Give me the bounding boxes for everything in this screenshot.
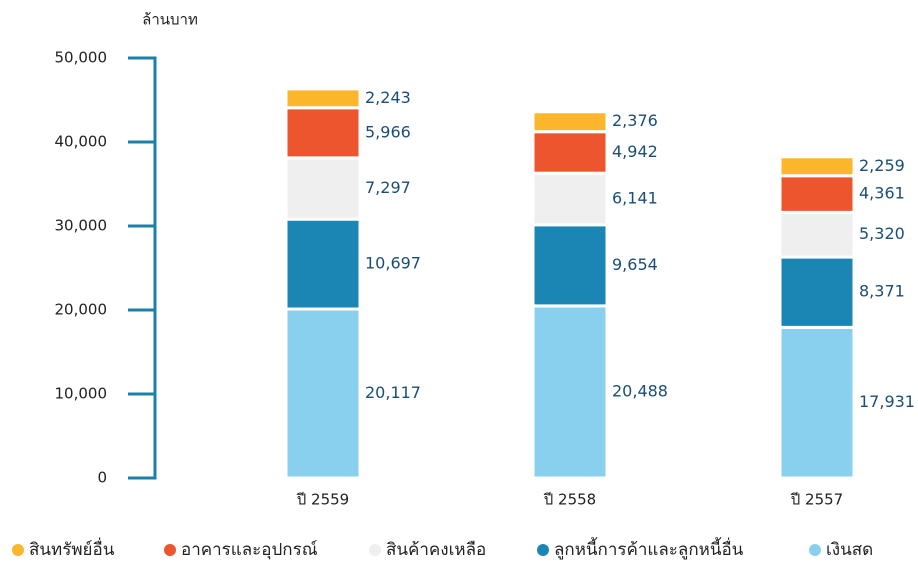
- y-tick-label: 0: [97, 469, 107, 487]
- y-tick-label: 30,000: [55, 217, 108, 235]
- y-axis-label: ล้านบาท: [142, 11, 198, 29]
- legend-label: ลูกหนี้การค้าและลูกหนี้อื่น: [554, 537, 744, 560]
- value-label: 10,697: [365, 254, 421, 273]
- y-tick-label: 50,000: [55, 49, 108, 67]
- legend-label: เงินสด: [826, 540, 873, 560]
- bar-segment: [284, 106, 362, 160]
- y-tick-label: 40,000: [55, 133, 108, 151]
- bar-segment: [778, 210, 856, 259]
- legend-marker: [537, 544, 549, 556]
- legend-label: สินค้าคงเหลือ: [386, 540, 486, 560]
- value-label: 8,371: [859, 282, 905, 301]
- value-label: 9,654: [612, 255, 658, 274]
- value-label: 17,931: [859, 392, 915, 411]
- bar-segment: [778, 255, 856, 329]
- bar-segment: [778, 174, 856, 214]
- y-tick-label: 20,000: [55, 301, 108, 319]
- x-tick-label: ปี 2558: [543, 491, 596, 509]
- x-tick-label: ปี 2557: [790, 491, 843, 509]
- legend-marker: [12, 544, 24, 556]
- bar-segment: [531, 130, 609, 175]
- bar-segment: [778, 325, 856, 480]
- value-label: 7,297: [365, 178, 411, 197]
- value-label: 5,966: [365, 122, 411, 141]
- legend-marker: [369, 544, 381, 556]
- bar-segment: [531, 223, 609, 308]
- value-label: 20,488: [612, 381, 668, 400]
- bar-segment: [531, 171, 609, 227]
- legend-label: สินทรัพย์อื่น: [29, 537, 115, 560]
- legend-marker: [809, 544, 821, 556]
- legend-label: อาคารและอุปกรณ์: [181, 540, 318, 560]
- bar-segment: [284, 217, 362, 311]
- value-label: 6,141: [612, 189, 658, 208]
- x-tick-label: ปี 2559: [296, 491, 349, 509]
- value-label: 4,942: [612, 142, 658, 161]
- value-label: 2,259: [859, 156, 905, 175]
- bar-segment: [284, 156, 362, 221]
- value-label: 4,361: [859, 184, 905, 203]
- bar-segment: [284, 307, 362, 480]
- value-label: 2,376: [612, 111, 658, 130]
- bar-segment: [531, 110, 609, 134]
- value-label: 20,117: [365, 383, 421, 402]
- value-label: 5,320: [859, 224, 905, 243]
- bar-segment: [284, 87, 362, 110]
- legend-marker: [164, 544, 176, 556]
- value-label: 2,243: [365, 88, 411, 107]
- y-tick-label: 10,000: [55, 385, 108, 403]
- bar-segment: [531, 304, 609, 480]
- bar-segment: [778, 155, 856, 178]
